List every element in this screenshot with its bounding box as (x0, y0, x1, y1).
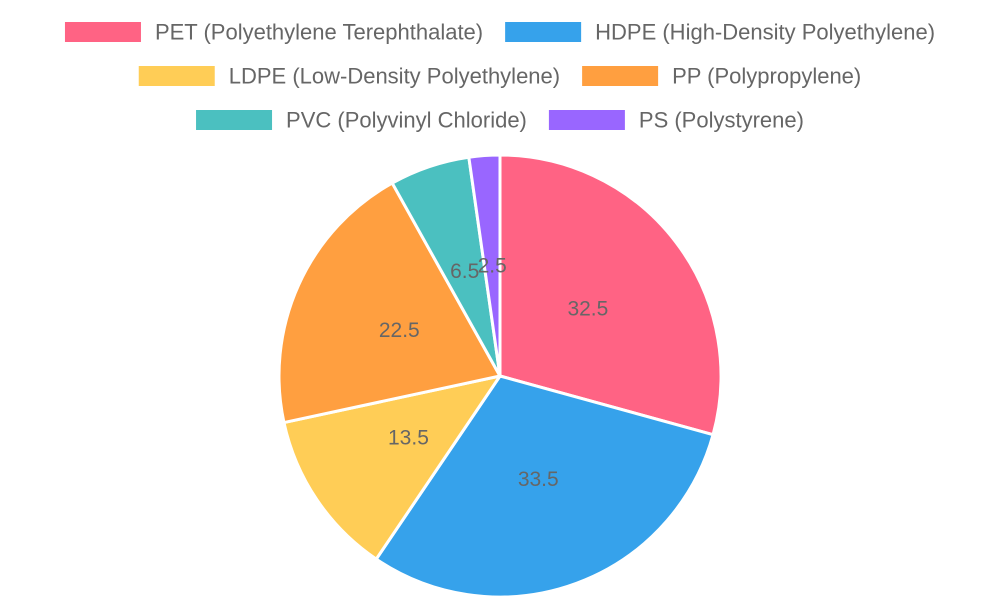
legend-swatch-pvc (196, 110, 273, 130)
legend-item-ldpe[interactable]: LDPE (Low-Density Polyethylene) (138, 64, 560, 89)
legend-item-hdpe[interactable]: HDPE (High-Density Polyethylene) (505, 20, 935, 45)
slice-label-pp: 22.5 (379, 319, 420, 342)
pie-slice-pet[interactable] (498, 153, 723, 437)
legend: PET (Polyethylene Terephthalate) HDPE (Hi… (64, 20, 935, 133)
legend-swatch-pet (64, 22, 141, 42)
legend-swatch-pp (582, 66, 659, 86)
slice-label-pet: 32.5 (567, 298, 608, 321)
pie-slices (277, 153, 723, 599)
legend-item-ps[interactable]: PS (Polystyrene) (548, 108, 804, 133)
legend-item-pp[interactable]: PP (Polypropylene) (582, 64, 861, 89)
legend-label-pp: PP (Polypropylene) (672, 64, 861, 89)
pie-slice-pp[interactable] (277, 181, 502, 425)
legend-item-pet[interactable]: PET (Polyethylene Terephthalate) (64, 20, 483, 45)
legend-item-pvc[interactable]: PVC (Polyvinyl Chloride) (196, 108, 527, 133)
legend-label-hdpe: HDPE (High-Density Polyethylene) (595, 20, 935, 45)
slice-labels: 32.5 33.5 13.5 22.5 6.52.5 (379, 254, 608, 491)
pie-slice-ldpe[interactable] (282, 374, 502, 561)
slice-label-pvc: 6.5 (450, 260, 479, 283)
slice-label-ps: 2.5 (478, 254, 507, 277)
legend-label-pvc: PVC (Polyvinyl Chloride) (286, 108, 527, 133)
slice-label-ldpe: 13.5 (388, 426, 429, 449)
pie-slice-hdpe[interactable] (374, 374, 715, 599)
slice-label-hdpe: 33.5 (518, 468, 559, 491)
pie-slice-ps[interactable] (467, 153, 502, 378)
legend-label-ps: PS (Polystyrene) (639, 108, 804, 133)
legend-swatch-ldpe (138, 66, 215, 86)
legend-label-ldpe: LDPE (Low-Density Polyethylene) (229, 64, 560, 89)
legend-swatch-hdpe (505, 22, 582, 42)
legend-label-pet: PET (Polyethylene Terephthalate) (155, 20, 483, 45)
legend-swatch-ps (548, 110, 625, 130)
